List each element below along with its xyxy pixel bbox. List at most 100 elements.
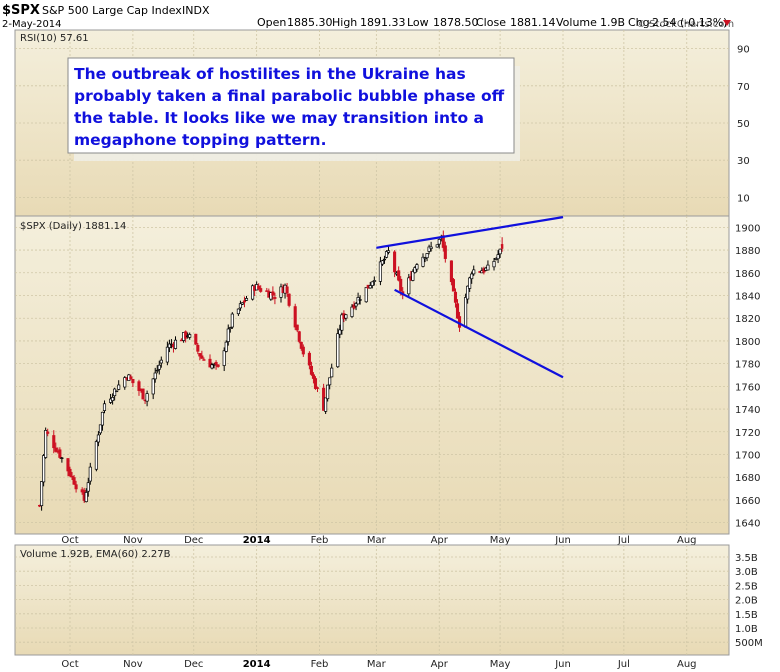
price-bar (58, 447, 62, 459)
annotation-line: megaphone topping pattern. (74, 131, 326, 149)
price-bar (451, 277, 455, 292)
price-bar (435, 244, 439, 248)
volume-label: Volume (556, 16, 597, 29)
price-series (38, 230, 504, 511)
price-bar (200, 350, 204, 359)
price-bar (159, 356, 163, 368)
price-bar (196, 343, 200, 355)
rsi-label: RSI(10) 57.61 (20, 33, 89, 44)
price-bar (236, 308, 240, 316)
price-bar (228, 326, 232, 333)
price-bar (188, 332, 192, 340)
price-bar (437, 238, 441, 249)
price-tick-label: 1780 (735, 360, 760, 371)
price-bar (46, 428, 50, 437)
price-bar (429, 241, 433, 252)
price-bar (141, 388, 145, 400)
price-bar (210, 362, 214, 370)
x-tick-label-bottom: Apr (431, 659, 449, 670)
rsi-tick-label: 10 (737, 193, 750, 204)
price-bar (330, 363, 334, 378)
price-bar (324, 397, 328, 414)
x-tick-label: Dec (184, 535, 203, 546)
x-tick-label-bottom: Oct (61, 659, 78, 670)
price-bar (216, 364, 220, 368)
price-bar (453, 288, 458, 308)
price-tick-label: 1720 (735, 428, 760, 439)
price-tick-label: 1700 (735, 451, 760, 462)
price-bar (84, 488, 88, 503)
low-label: Low (407, 16, 429, 29)
price-bar (338, 324, 342, 339)
price-bar (273, 292, 277, 305)
price-bar (472, 265, 476, 276)
x-tick-label-bottom: May (490, 659, 511, 670)
volume-tick-label: 2.5B (735, 581, 758, 592)
volume-tick-label: 2.0B (735, 596, 758, 607)
price-bar (386, 246, 391, 255)
x-tick-label: Feb (311, 535, 329, 546)
trendline-lower (394, 288, 564, 379)
close-value: 1881.14 (510, 16, 556, 29)
price-bar (382, 255, 387, 264)
price-bar (443, 241, 447, 263)
price-bar (54, 442, 58, 453)
price-bar (222, 347, 226, 372)
x-tick-label-bottom: Feb (311, 659, 329, 670)
price-bar (449, 260, 453, 286)
price-bar (423, 257, 427, 263)
volume-tick-label: 3.0B (735, 567, 758, 578)
price-bar (336, 328, 340, 369)
annotation-text: The outbreak of hostilites in the Ukrain… (74, 65, 505, 149)
volume-panel-bg (14, 544, 730, 656)
trendlines (376, 216, 564, 379)
x-tick-label-bottom: Dec (184, 659, 203, 670)
price-bar (88, 462, 92, 485)
price-bar (157, 360, 161, 375)
price-bar (466, 285, 470, 304)
volume-tick-label: 3.5B (735, 553, 758, 564)
price-bar (441, 230, 445, 252)
close-label: Close (476, 16, 506, 29)
chg-value: -2.54 (-0.13%) (648, 16, 727, 29)
volume-panel: 3.5B 3.0B 2.5B 2.0B 1.5B 1.0B 500M Volume 1.92… (14, 544, 763, 656)
price-bar (364, 287, 368, 303)
x-tick-label: Jul (617, 535, 630, 546)
price-bar (492, 258, 496, 271)
price-bar (299, 341, 303, 351)
price-bar (212, 363, 216, 369)
annotation-line: The outbreak of hostilites in the Ukrain… (74, 65, 466, 83)
price-bar (315, 386, 320, 393)
price-bar (202, 357, 206, 361)
price-bar (208, 354, 212, 368)
x-tick-label-bottom: Jun (554, 659, 571, 670)
x-tick-label-bottom: Mar (367, 659, 387, 670)
price-bar (173, 336, 178, 350)
price-bar (350, 304, 354, 318)
price-bar (328, 377, 332, 390)
price-bar (198, 353, 202, 361)
price-bar (86, 477, 90, 497)
price-bar (344, 314, 348, 321)
price-bar (407, 273, 411, 298)
chg-label: Chg (628, 16, 650, 29)
rsi-tick-label: 70 (737, 82, 750, 93)
price-bar (384, 250, 389, 259)
price-bar (309, 361, 313, 376)
price-tick-label: 1840 (735, 292, 760, 303)
chart-date: 2-May-2014 (2, 19, 62, 30)
index-name: S&P 500 Large Cap Index (42, 4, 182, 17)
price-bar (251, 284, 255, 301)
chart-header: $SPX S&P 500 Large Cap Index INDX 2-May-… (2, 3, 734, 30)
price-bar (52, 430, 56, 454)
price-bar (271, 286, 275, 301)
price-tick-label: 1680 (735, 473, 760, 484)
price-bar (242, 296, 247, 308)
price-bar (98, 424, 102, 435)
volume-tick-label: 1.0B (735, 624, 758, 635)
price-tick-label: 1900 (735, 223, 760, 234)
price-bar (70, 471, 74, 480)
price-bar (257, 283, 261, 291)
x-tick-label-bottom: Jul (617, 659, 630, 670)
open-label: Open (257, 16, 286, 29)
